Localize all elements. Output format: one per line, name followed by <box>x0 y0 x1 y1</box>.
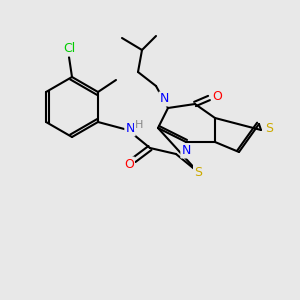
Text: S: S <box>194 166 202 178</box>
Text: N: N <box>181 145 191 158</box>
Text: N: N <box>159 92 169 106</box>
Text: O: O <box>212 89 222 103</box>
Text: S: S <box>265 122 273 134</box>
Text: Cl: Cl <box>63 43 75 56</box>
Text: H: H <box>135 120 143 130</box>
Text: N: N <box>125 122 135 136</box>
Text: O: O <box>124 158 134 170</box>
